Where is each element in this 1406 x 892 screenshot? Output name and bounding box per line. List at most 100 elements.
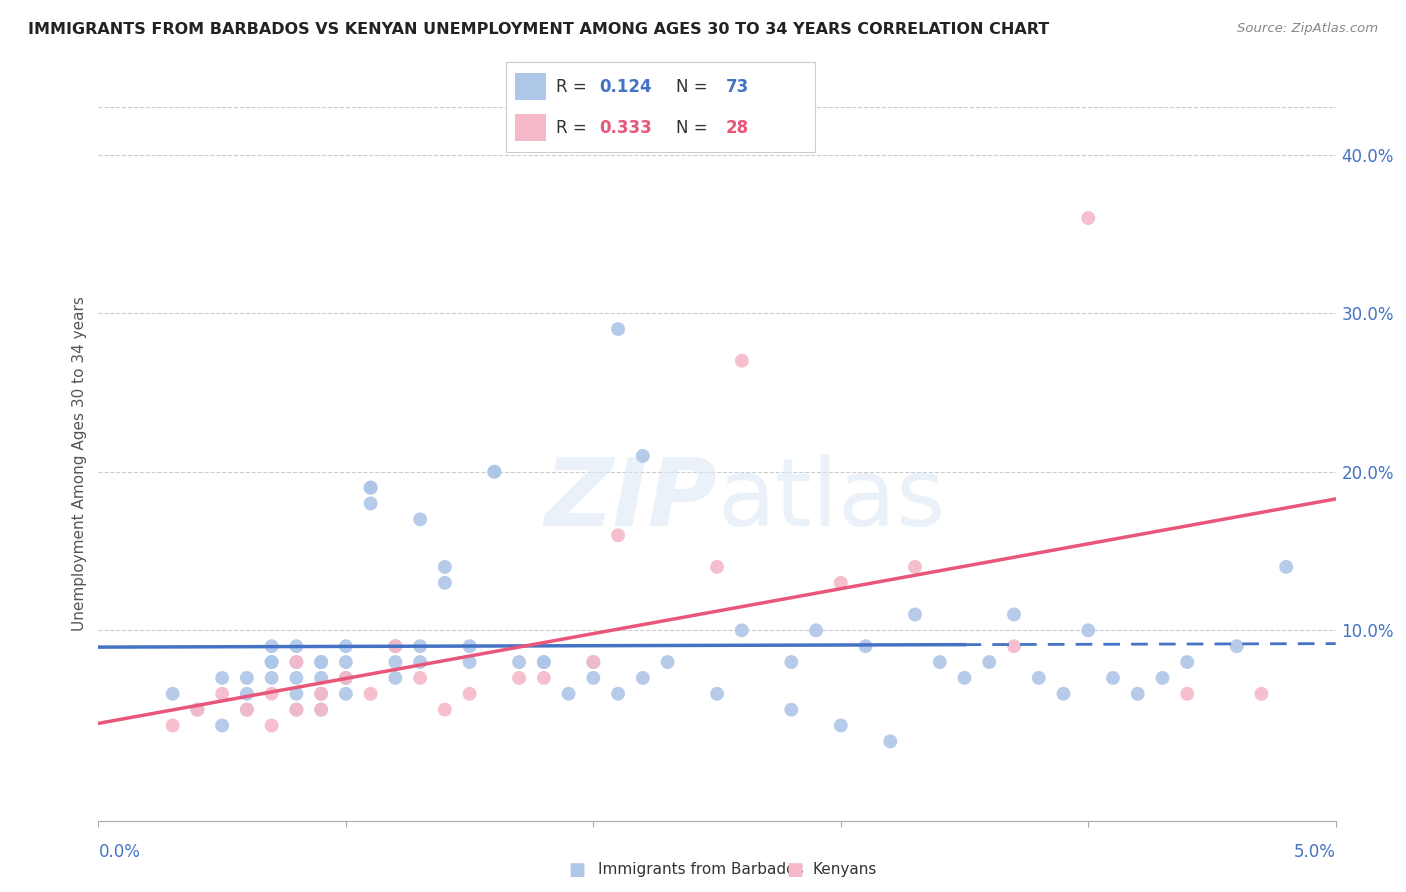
Point — [1175, 687, 1198, 701]
Point — [582, 655, 605, 669]
Point — [904, 607, 927, 622]
Point — [309, 655, 332, 669]
Point — [953, 671, 976, 685]
Point — [236, 687, 259, 701]
Point — [384, 671, 406, 685]
Point — [335, 655, 357, 669]
Point — [1275, 560, 1298, 574]
Point — [433, 703, 456, 717]
Point — [285, 671, 308, 685]
Point — [260, 655, 283, 669]
Point — [1226, 639, 1249, 653]
Point — [409, 655, 432, 669]
Point — [830, 718, 852, 732]
Point — [484, 465, 506, 479]
Point — [508, 655, 530, 669]
Point — [904, 560, 927, 574]
Point — [211, 718, 233, 732]
Point — [1102, 671, 1125, 685]
Point — [582, 671, 605, 685]
Point — [236, 703, 259, 717]
Text: ZIP: ZIP — [544, 453, 717, 546]
Point — [433, 575, 456, 590]
Point — [260, 639, 283, 653]
Point — [285, 655, 308, 669]
Point — [533, 671, 555, 685]
Text: 0.333: 0.333 — [599, 119, 652, 136]
Point — [335, 671, 357, 685]
Point — [309, 687, 332, 701]
Point — [928, 655, 950, 669]
Point — [186, 703, 208, 717]
Point — [260, 671, 283, 685]
Point — [1250, 687, 1272, 701]
Text: 5.0%: 5.0% — [1294, 843, 1336, 861]
Point — [285, 639, 308, 653]
Point — [706, 687, 728, 701]
Point — [533, 655, 555, 669]
Point — [780, 703, 803, 717]
Point — [1052, 687, 1074, 701]
Point — [285, 655, 308, 669]
Point — [309, 703, 332, 717]
Point — [309, 687, 332, 701]
Point — [260, 687, 283, 701]
Text: IMMIGRANTS FROM BARBADOS VS KENYAN UNEMPLOYMENT AMONG AGES 30 TO 34 YEARS CORREL: IMMIGRANTS FROM BARBADOS VS KENYAN UNEMP… — [28, 22, 1049, 37]
Point — [409, 639, 432, 653]
Point — [1152, 671, 1174, 685]
Y-axis label: Unemployment Among Ages 30 to 34 years: Unemployment Among Ages 30 to 34 years — [72, 296, 87, 632]
Point — [458, 687, 481, 701]
Text: N =: N = — [676, 78, 713, 95]
Point — [211, 671, 233, 685]
Point — [360, 496, 382, 510]
Point — [631, 449, 654, 463]
Text: N =: N = — [676, 119, 713, 136]
Text: 73: 73 — [725, 78, 749, 95]
Text: Immigrants from Barbados: Immigrants from Barbados — [598, 863, 803, 877]
Point — [631, 671, 654, 685]
Point — [731, 624, 754, 638]
Point — [409, 671, 432, 685]
Point — [706, 560, 728, 574]
Point — [607, 322, 630, 336]
Text: ■: ■ — [568, 861, 585, 879]
Point — [855, 639, 877, 653]
Point — [731, 353, 754, 368]
Point — [1126, 687, 1149, 701]
Point — [458, 639, 481, 653]
Text: ■: ■ — [786, 861, 803, 879]
Text: 0.0%: 0.0% — [98, 843, 141, 861]
Text: atlas: atlas — [717, 453, 945, 546]
Text: R =: R = — [555, 78, 592, 95]
Point — [360, 481, 382, 495]
Point — [433, 560, 456, 574]
Point — [285, 687, 308, 701]
Point — [1028, 671, 1050, 685]
Point — [236, 671, 259, 685]
Text: Kenyans: Kenyans — [813, 863, 877, 877]
Point — [533, 655, 555, 669]
Point — [384, 639, 406, 653]
Point — [186, 703, 208, 717]
Point — [384, 639, 406, 653]
Point — [309, 655, 332, 669]
Text: 0.124: 0.124 — [599, 78, 651, 95]
Point — [1077, 211, 1099, 225]
Point — [979, 655, 1001, 669]
Point — [162, 687, 184, 701]
Point — [260, 655, 283, 669]
Point — [335, 687, 357, 701]
Point — [335, 671, 357, 685]
Text: R =: R = — [555, 119, 592, 136]
Bar — [516, 114, 547, 141]
Point — [211, 687, 233, 701]
Point — [484, 465, 506, 479]
Text: 28: 28 — [725, 119, 749, 136]
Point — [830, 575, 852, 590]
Point — [162, 718, 184, 732]
Point — [657, 655, 679, 669]
Point — [607, 528, 630, 542]
Point — [1002, 639, 1025, 653]
Point — [236, 703, 259, 717]
Point — [1002, 607, 1025, 622]
